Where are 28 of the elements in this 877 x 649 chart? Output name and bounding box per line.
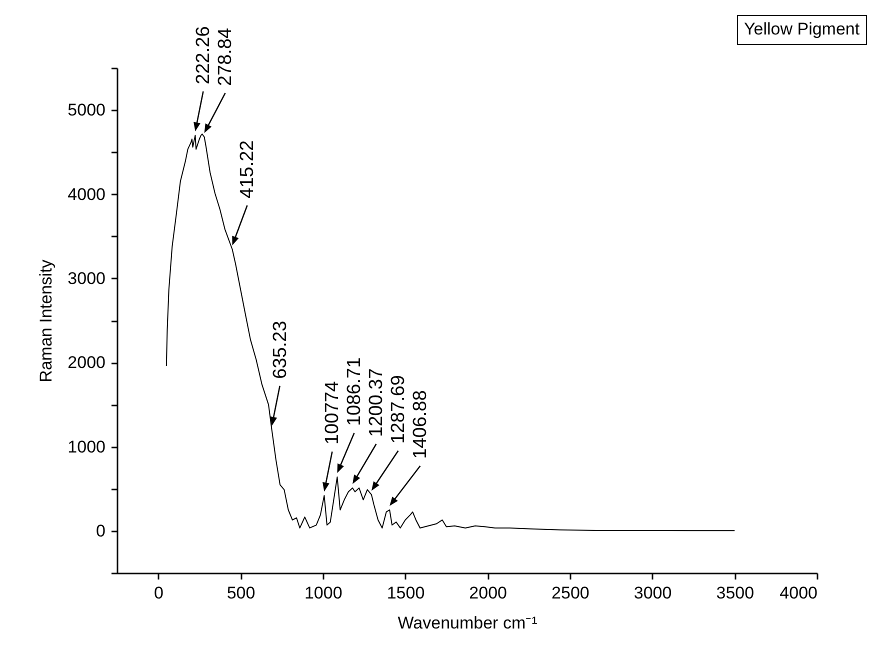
annotation: 1406.88: [410, 390, 432, 459]
x-tick-label: 2000: [469, 584, 507, 602]
y-tick-label: 5000: [68, 100, 106, 120]
x-tick-label: 4000: [780, 584, 818, 602]
y-tick-label: 2000: [68, 353, 106, 372]
annotation: 1287.69: [388, 375, 410, 444]
x-tick-label: 2500: [552, 584, 590, 602]
line-series: [166, 134, 736, 532]
x-axis-title: Wavenumber cm⁻¹: [398, 614, 538, 632]
x-tick-label: 500: [226, 584, 256, 602]
y-tick-label: 4000: [68, 184, 106, 204]
y-axis-title: Raman Intensity: [36, 259, 56, 382]
y-tick-label: 0: [96, 521, 106, 540]
x-tick-label: 1500: [386, 584, 425, 602]
annotation: 1086.71: [344, 357, 366, 426]
annotation: 635.23: [270, 320, 291, 379]
text: Yellow Pigment: [744, 20, 860, 38]
annotation: 222.26: [193, 26, 214, 84]
x-tick-label: 3500: [716, 584, 754, 602]
annotation: 415.22: [237, 140, 258, 198]
annotation: 100774: [322, 380, 344, 445]
y-tick-label: 3000: [68, 268, 106, 288]
annotation: 1200.37: [366, 368, 388, 437]
x-tick-label: 1000: [304, 584, 342, 602]
x-tick-label: 0: [154, 584, 164, 602]
y-tick-label: 1000: [68, 437, 106, 456]
x-tick-label: 3000: [634, 584, 672, 602]
annotation: 278.84: [215, 27, 236, 86]
